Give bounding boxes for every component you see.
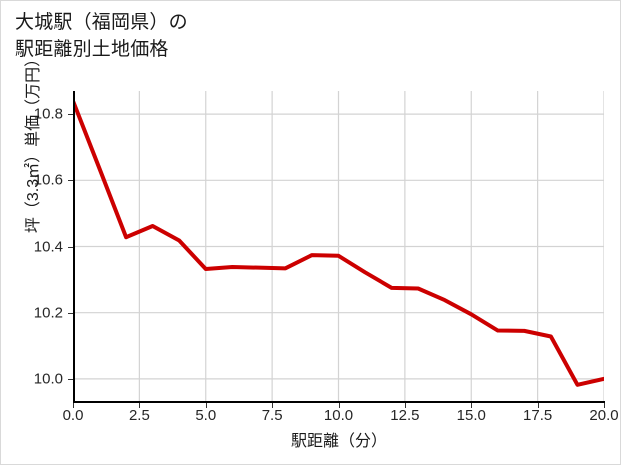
y-axis-tick-mark <box>68 378 73 380</box>
x-axis-tick-label: 0.0 <box>62 407 84 424</box>
x-axis-tick-mark <box>537 403 539 408</box>
plot-area <box>73 91 604 402</box>
x-axis-line <box>73 401 605 403</box>
y-axis-tick-mark <box>68 180 73 182</box>
x-axis-tick-label: 12.5 <box>390 407 420 424</box>
x-axis-tick-label: 5.0 <box>195 407 217 424</box>
y-axis-label-wrapper: 坪（3.3㎡）単価（万円） <box>20 1 42 292</box>
y-axis-tick-mark <box>68 312 73 314</box>
x-axis-tick-mark <box>404 403 406 408</box>
x-axis-tick-mark <box>604 403 605 408</box>
y-axis-tick-label: 10.4 <box>33 238 63 255</box>
page-title: 大城駅（福岡県）の 駅距離別土地価格 <box>15 12 188 60</box>
chart-svg <box>73 91 604 402</box>
x-axis-tick-mark <box>73 403 74 408</box>
x-axis-tick-mark <box>272 403 274 408</box>
x-axis-tick-label: 2.5 <box>128 407 150 424</box>
y-axis-tick-label: 10.6 <box>33 171 63 189</box>
x-axis-tick-label: 20.0 <box>589 407 619 424</box>
x-axis-tick-label: 10.0 <box>323 407 354 424</box>
x-axis-tick-mark <box>205 403 207 408</box>
x-axis-label: 駅距離（分） <box>290 433 387 450</box>
y-axis-tick-label: 10.0 <box>33 370 63 388</box>
y-axis-line <box>73 91 75 403</box>
y-axis-label: 坪（3.3㎡）単価（万円） <box>25 50 42 234</box>
x-axis-tick-mark <box>471 403 473 408</box>
x-axis-tick-mark <box>139 403 141 408</box>
y-axis-tick-label: 10.2 <box>33 304 63 322</box>
x-axis-tick-label: 15.0 <box>456 407 486 424</box>
x-axis-tick-mark <box>338 403 340 408</box>
y-axis-tick-label: 10.8 <box>33 105 63 123</box>
data-series-line <box>73 98 604 387</box>
y-axis-tick-mark <box>68 114 73 116</box>
gridlines <box>73 91 604 402</box>
x-axis-tick-label: 7.5 <box>261 407 283 424</box>
y-axis-tick-mark <box>68 246 73 248</box>
x-axis-tick-label: 17.5 <box>523 407 553 424</box>
